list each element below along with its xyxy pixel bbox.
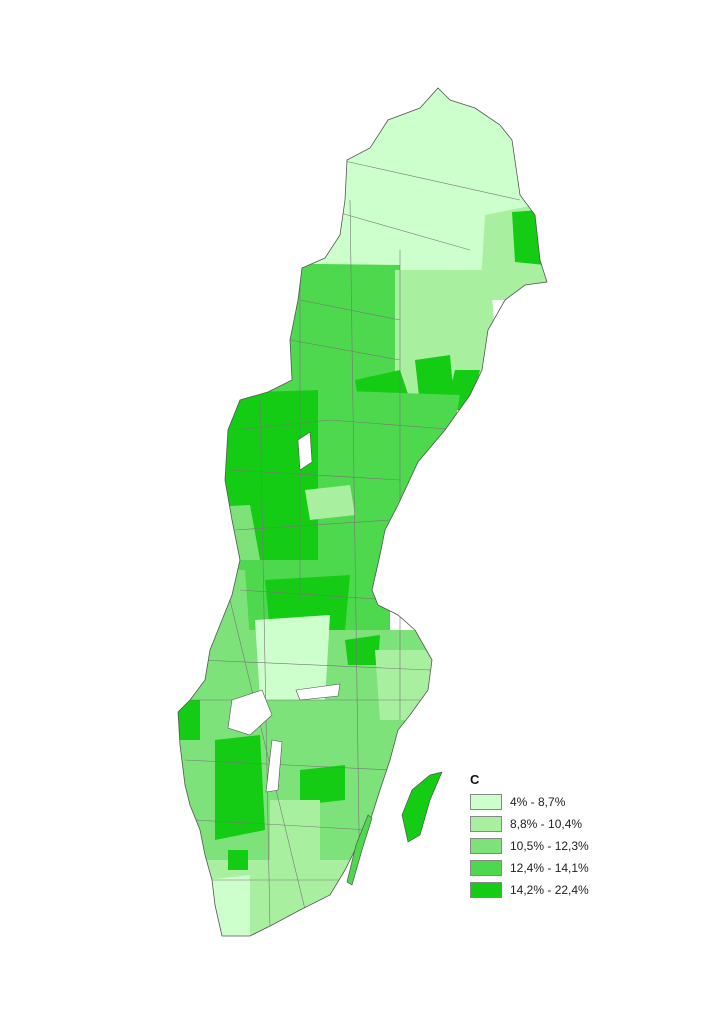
- island-gotland: [401, 771, 443, 843]
- legend-item: 8,8% - 10,4%: [470, 813, 589, 835]
- region-halmstad: [228, 850, 248, 870]
- island-oland: [346, 814, 373, 886]
- region-haparanda: [512, 210, 545, 265]
- lake-storsjon: [297, 431, 313, 471]
- legend-swatch: [470, 882, 502, 898]
- region-bohuslan: [178, 700, 200, 740]
- region-vastergotland: [215, 735, 265, 840]
- legend-swatch: [470, 860, 502, 876]
- region-uppsala: [345, 635, 380, 665]
- region-vasterbotten: [318, 390, 460, 560]
- legend-label: 4% - 8,7%: [510, 795, 566, 809]
- legend-item: 4% - 8,7%: [470, 791, 589, 813]
- legend-swatch: [470, 816, 502, 832]
- lake-vanern: [227, 689, 273, 736]
- region-bergslagen: [255, 615, 330, 700]
- region-ostergotland: [300, 765, 345, 805]
- legend-label: 10,5% - 12,3%: [510, 839, 589, 853]
- legend-item: 14,2% - 22,4%: [470, 879, 589, 901]
- region-skane: [178, 860, 440, 936]
- map-legend: C 4% - 8,7% 8,8% - 10,4% 10,5% - 12,3% 12,4…: [470, 772, 589, 901]
- region-ostersund: [305, 485, 355, 520]
- legend-label: 12,4% - 14,1%: [510, 861, 589, 875]
- region-lappland-south: [178, 262, 400, 395]
- region-stockholm: [375, 650, 440, 720]
- municipality-borders: [184, 159, 521, 931]
- legend-swatch: [470, 794, 502, 810]
- legend-label: 14,2% - 22,4%: [510, 883, 589, 897]
- legend-title: C: [470, 772, 480, 787]
- legend-label: 8,8% - 10,4%: [510, 817, 583, 831]
- lake-malaren: [295, 683, 341, 701]
- region-smaland: [270, 800, 320, 860]
- legend-item: 10,5% - 12,3%: [470, 835, 589, 857]
- region-skane-west: [205, 875, 250, 936]
- legend-swatch: [470, 838, 502, 854]
- lake-vattern: [265, 739, 283, 793]
- legend-item: 12,4% - 14,1%: [470, 857, 589, 879]
